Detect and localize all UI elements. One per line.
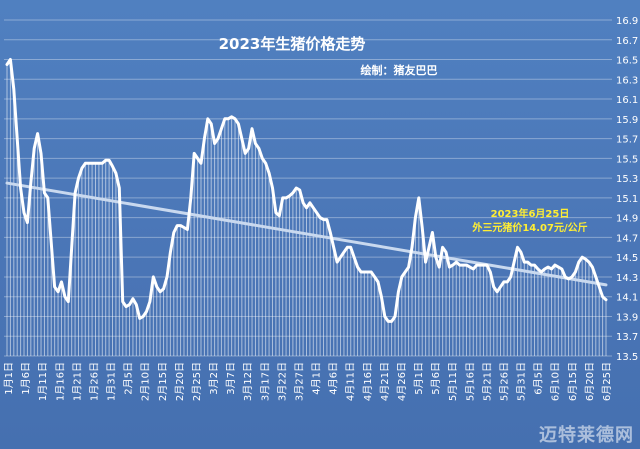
x-tick-label: 4月1日 — [311, 362, 323, 395]
y-tick-label: 16.9 — [616, 16, 638, 27]
trend-line — [5, 181, 608, 287]
y-tick-label: 16.3 — [616, 75, 638, 86]
x-tick-label: 1月11日 — [37, 362, 49, 401]
x-tick-label: 1月26日 — [88, 362, 100, 401]
x-tick-label: 5月26日 — [498, 362, 510, 401]
x-tick-label: 1月16日 — [54, 362, 66, 401]
x-tick-label: 5月31日 — [516, 362, 528, 401]
y-tick-label: 15.9 — [616, 115, 638, 126]
x-tick-label: 4月16日 — [362, 362, 374, 401]
x-tick-label: 5月1日 — [413, 362, 425, 395]
x-tick-label: 3月12日 — [242, 362, 254, 401]
x-tick-label: 1月21日 — [71, 362, 83, 401]
chart-subtitle: 绘制：猪友巴巴 — [361, 63, 438, 77]
x-tick-label: 2月15日 — [157, 362, 169, 401]
y-tick-label: 16.7 — [616, 36, 638, 47]
x-tick-label: 5月11日 — [447, 362, 459, 401]
x-tick-label: 4月6日 — [328, 362, 340, 395]
annotation-date: 2023年6月25日 — [491, 207, 570, 220]
x-tick-label: 6月15日 — [567, 362, 579, 401]
x-tick-label: 3月2日 — [208, 362, 220, 395]
y-tick-label: 14.9 — [616, 214, 638, 225]
y-tick-label: 16.1 — [616, 95, 638, 106]
y-tick-label: 16.5 — [616, 56, 638, 67]
chart-title: 2023年生猪价格走势 — [219, 35, 366, 53]
y-tick-label: 14.1 — [616, 293, 638, 304]
x-tick-label: 6月10日 — [550, 362, 562, 401]
x-tick-label: 5月21日 — [481, 362, 493, 401]
y-tick-label: 15.7 — [616, 135, 638, 146]
y-tick-label: 15.5 — [616, 154, 638, 165]
x-tick-label: 1月6日 — [20, 362, 32, 395]
x-tick-label: 4月11日 — [345, 362, 357, 401]
watermark: 迈特莱德网 — [539, 425, 634, 446]
annotation-price: 外三元猪价14.07元/公斤 — [471, 221, 587, 234]
x-tick-label: 5月6日 — [430, 362, 442, 395]
x-tick-label: 4月26日 — [396, 362, 408, 401]
y-tick-label: 15.3 — [616, 174, 638, 185]
y-tick-label: 15.1 — [616, 194, 638, 205]
x-tick-label: 3月17日 — [259, 362, 271, 401]
y-tick-label: 14.5 — [616, 253, 638, 264]
x-tick-label: 3月27日 — [293, 362, 305, 401]
x-tick-label: 6月25日 — [601, 362, 613, 401]
x-tick-label: 6月20日 — [584, 362, 596, 401]
x-tick-label: 2月5日 — [123, 362, 135, 395]
y-tick-label: 13.7 — [616, 332, 638, 343]
y-tick-label: 13.9 — [616, 312, 638, 323]
x-tick-label: 3月7日 — [225, 362, 237, 395]
x-tick-label: 2月25日 — [191, 362, 203, 401]
y-tick-label: 14.3 — [616, 273, 638, 284]
x-tick-label: 3月22日 — [276, 362, 288, 401]
x-tick-label: 6月5日 — [533, 362, 545, 395]
x-tick-label: 2月10日 — [140, 362, 152, 401]
y-tick-label: 14.7 — [616, 233, 638, 244]
x-tick-label: 2月20日 — [174, 362, 186, 401]
y-tick-label: 13.5 — [616, 352, 638, 363]
price-line — [5, 58, 608, 323]
x-tick-label: 1月31日 — [106, 362, 118, 401]
x-tick-label: 1月1日 — [3, 362, 15, 395]
x-tick-label: 4月21日 — [379, 362, 391, 401]
x-tick-label: 5月16日 — [464, 362, 476, 401]
